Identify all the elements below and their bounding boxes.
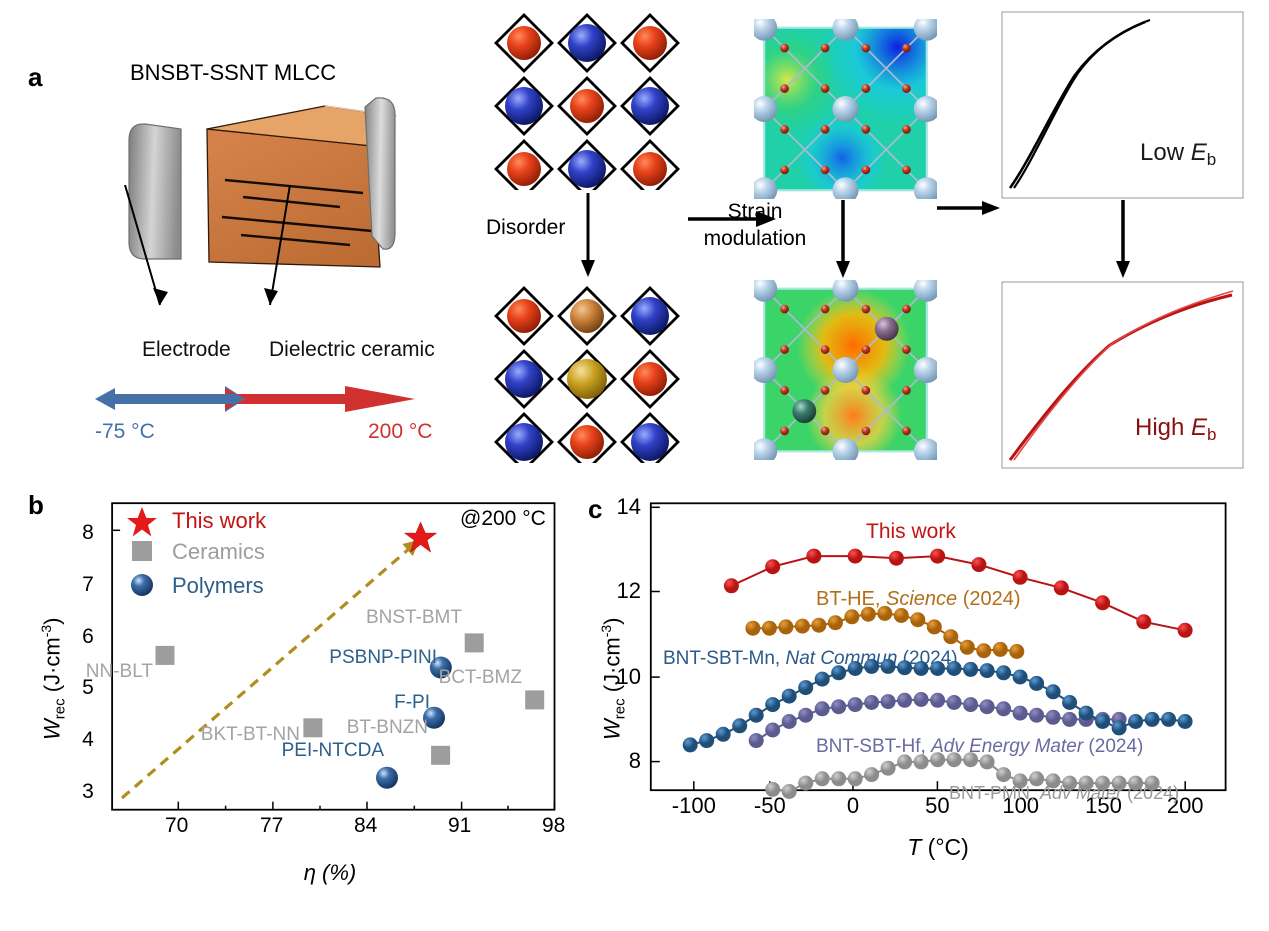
svg-text:84: 84 [354,814,378,837]
svg-text:BT-HE, Science (2024): BT-HE, Science (2024) [816,588,1021,610]
svg-text:F-PI: F-PI [394,692,430,713]
svg-text:@200 °C: @200 °C [460,507,546,530]
svg-text:8: 8 [82,521,94,544]
svg-text:4: 4 [82,728,94,751]
svg-text:5: 5 [82,676,94,699]
svg-text:PSBNP-PINI: PSBNP-PINI [329,647,437,668]
svg-text:-50: -50 [754,793,786,818]
svg-text:T (°C): T (°C) [907,834,969,860]
svg-text:14: 14 [617,494,641,519]
svg-text:Ceramics: Ceramics [172,539,265,564]
svg-text:-100: -100 [672,793,716,818]
svg-text:BCT-BMZ: BCT-BMZ [439,667,523,688]
svg-text:BNT-SBT-Hf, Adv Energy Mater (: BNT-SBT-Hf, Adv Energy Mater (2024) [816,736,1143,757]
svg-text:BNST-BMT: BNST-BMT [366,607,462,628]
svg-text:50: 50 [925,793,949,818]
svg-text:70: 70 [165,814,188,837]
svg-text:0: 0 [847,793,859,818]
svg-text:Polymers: Polymers [172,573,264,598]
svg-text:12: 12 [617,578,641,603]
svg-text:7: 7 [82,573,94,596]
svg-text:3: 3 [82,780,94,803]
svg-text:91: 91 [448,814,471,837]
svg-text:This work: This work [172,508,267,533]
svg-text:BT-BNZN: BT-BNZN [347,717,428,738]
svg-text:η (%): η (%) [304,860,357,885]
svg-text:BNT-SBT-Mn, Nat Commun (2024): BNT-SBT-Mn, Nat Commun (2024) [663,648,958,669]
svg-text:6: 6 [82,625,94,648]
svg-text:Low Eb: Low Eb [1140,139,1216,169]
svg-text:8: 8 [629,748,641,773]
svg-text:This work: This work [866,520,956,543]
svg-text:NN-BLT: NN-BLT [86,661,154,682]
svg-text:77: 77 [260,814,283,837]
svg-text:High Eb: High Eb [1135,414,1217,444]
svg-text:98: 98 [542,814,565,837]
svg-text:PEI-NTCDA: PEI-NTCDA [282,740,385,761]
